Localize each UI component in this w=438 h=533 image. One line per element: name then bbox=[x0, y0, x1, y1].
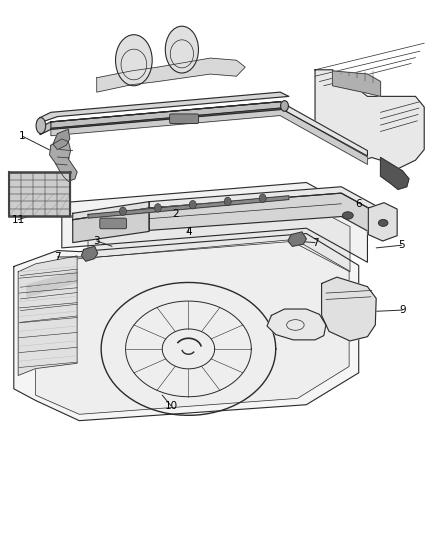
Polygon shape bbox=[51, 108, 367, 165]
Polygon shape bbox=[149, 193, 376, 236]
Polygon shape bbox=[149, 187, 376, 212]
FancyBboxPatch shape bbox=[100, 218, 127, 229]
Polygon shape bbox=[18, 256, 77, 375]
Polygon shape bbox=[73, 201, 149, 220]
Polygon shape bbox=[368, 203, 397, 241]
Circle shape bbox=[224, 197, 231, 206]
Polygon shape bbox=[35, 241, 349, 414]
Polygon shape bbox=[321, 277, 376, 341]
Text: 7: 7 bbox=[312, 238, 318, 247]
Text: 5: 5 bbox=[398, 240, 405, 250]
Text: 4: 4 bbox=[185, 227, 192, 237]
Polygon shape bbox=[49, 139, 77, 181]
Ellipse shape bbox=[343, 212, 353, 219]
Polygon shape bbox=[73, 208, 149, 243]
Text: 1: 1 bbox=[19, 131, 26, 141]
Polygon shape bbox=[51, 102, 367, 156]
Circle shape bbox=[154, 204, 161, 212]
Text: 6: 6 bbox=[355, 199, 362, 209]
Ellipse shape bbox=[36, 118, 46, 134]
Polygon shape bbox=[27, 271, 77, 297]
Polygon shape bbox=[62, 182, 367, 262]
Polygon shape bbox=[81, 246, 98, 261]
Bar bbox=[9, 172, 70, 216]
Text: 2: 2 bbox=[172, 209, 179, 220]
Circle shape bbox=[120, 207, 127, 215]
Text: 9: 9 bbox=[399, 305, 406, 315]
Polygon shape bbox=[332, 71, 381, 96]
Circle shape bbox=[189, 200, 196, 209]
Polygon shape bbox=[315, 70, 424, 171]
Ellipse shape bbox=[378, 220, 388, 227]
Text: 7: 7 bbox=[54, 252, 61, 262]
Polygon shape bbox=[381, 158, 409, 189]
Polygon shape bbox=[267, 309, 326, 340]
Polygon shape bbox=[88, 196, 289, 218]
Ellipse shape bbox=[165, 26, 198, 73]
Polygon shape bbox=[40, 102, 289, 135]
Circle shape bbox=[259, 194, 266, 203]
Polygon shape bbox=[88, 195, 350, 272]
Polygon shape bbox=[288, 232, 306, 246]
Text: 3: 3 bbox=[93, 236, 100, 246]
Polygon shape bbox=[14, 233, 359, 421]
Text: 10: 10 bbox=[164, 401, 177, 411]
Polygon shape bbox=[97, 58, 245, 92]
FancyBboxPatch shape bbox=[170, 114, 198, 124]
Polygon shape bbox=[40, 92, 289, 122]
Text: 11: 11 bbox=[11, 215, 25, 225]
Polygon shape bbox=[53, 130, 70, 150]
Ellipse shape bbox=[116, 35, 152, 86]
Ellipse shape bbox=[281, 101, 288, 111]
